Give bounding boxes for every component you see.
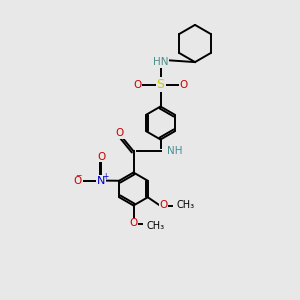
Text: O: O [179, 80, 188, 90]
Text: O: O [129, 218, 138, 229]
Text: O: O [133, 80, 142, 90]
Text: −: − [75, 171, 82, 180]
Text: +: + [102, 172, 109, 181]
Text: N: N [97, 176, 106, 186]
Text: O: O [74, 176, 82, 186]
Text: CH₃: CH₃ [176, 200, 194, 211]
Text: S: S [157, 78, 164, 91]
Text: O: O [97, 152, 106, 162]
Text: HN: HN [153, 57, 168, 68]
Text: O: O [116, 128, 124, 138]
Text: O: O [159, 200, 168, 211]
Text: NH: NH [167, 146, 183, 156]
Text: CH₃: CH₃ [146, 221, 164, 231]
